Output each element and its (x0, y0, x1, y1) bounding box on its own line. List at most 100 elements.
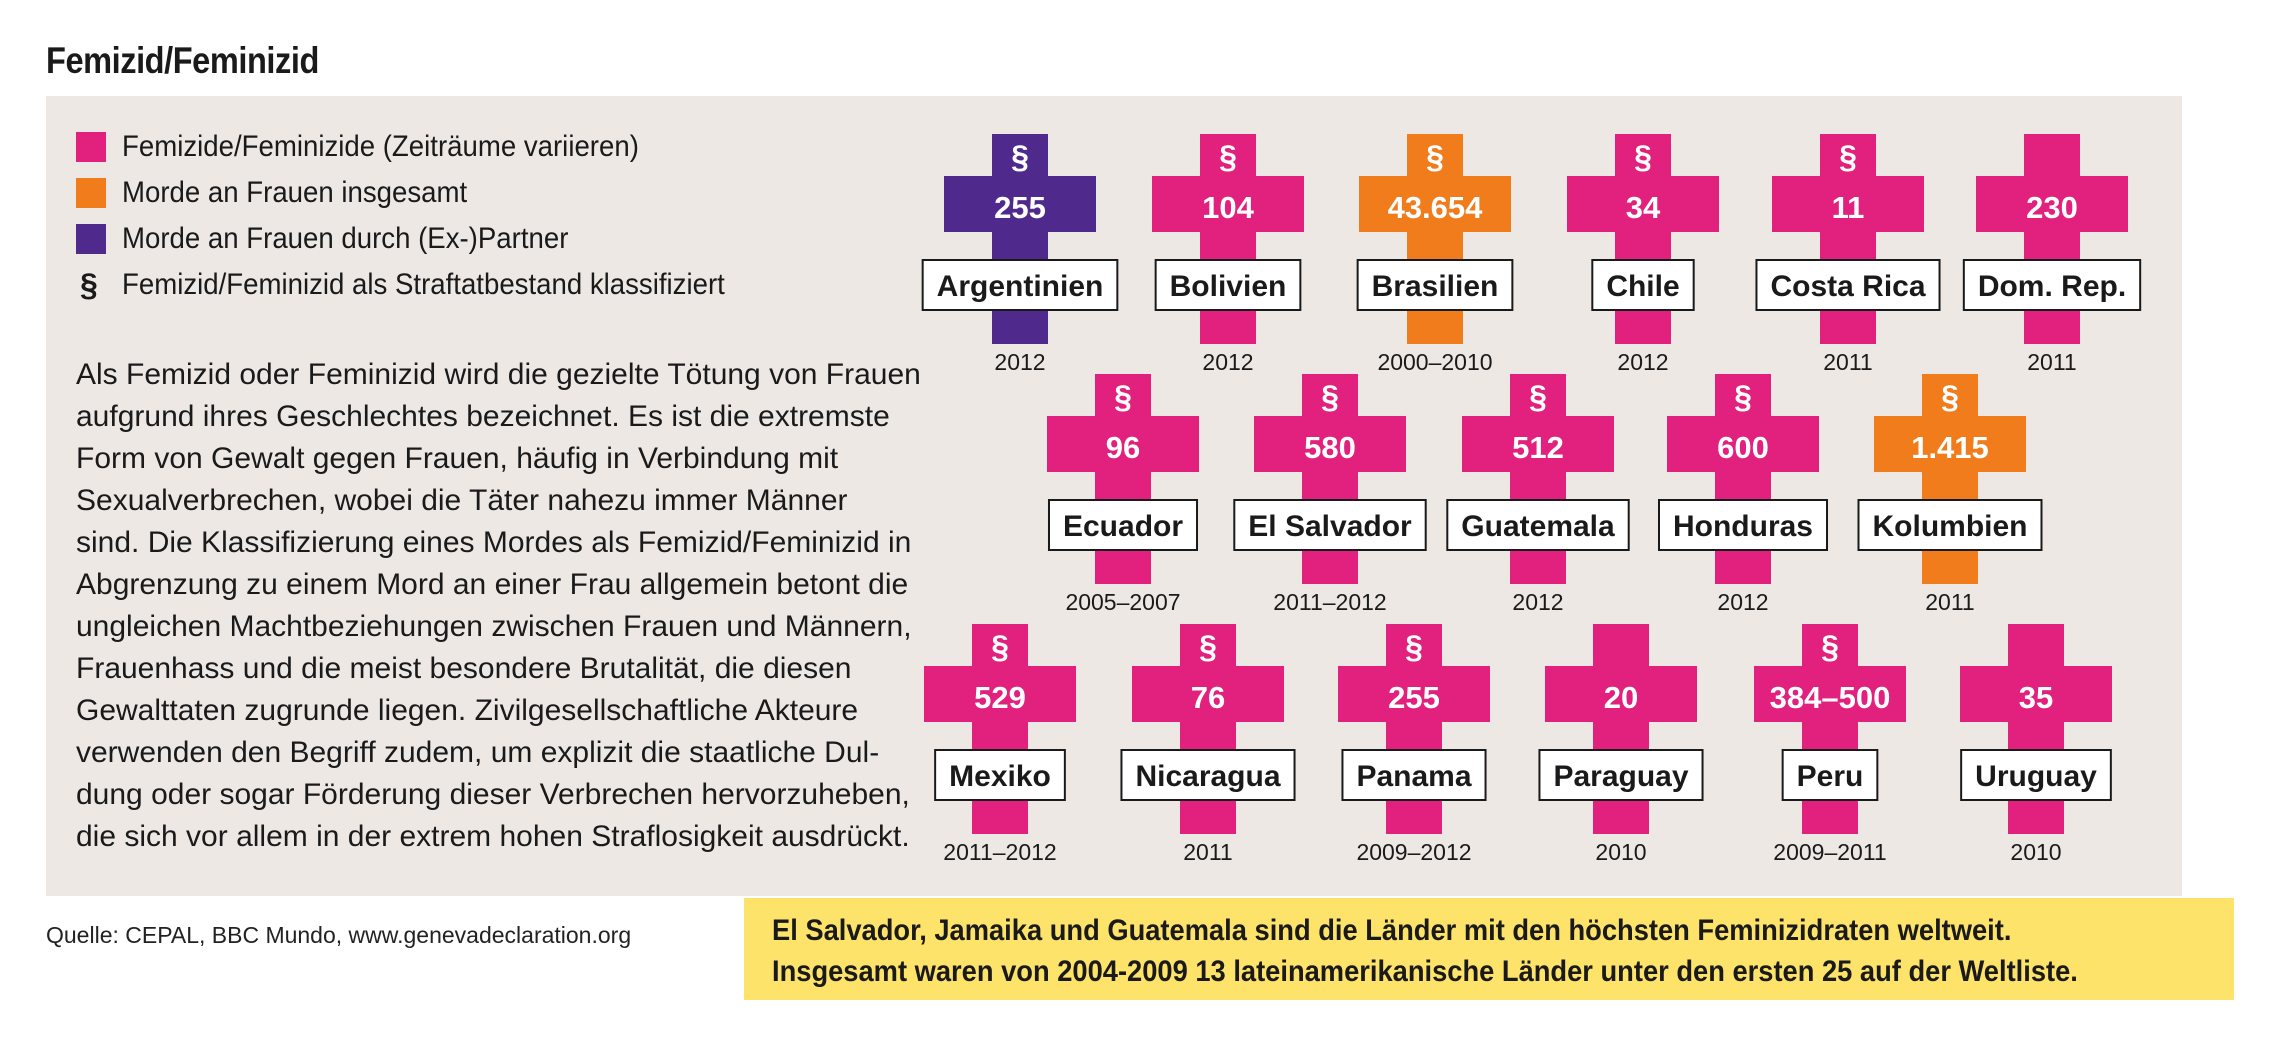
callout-line: Insgesamt waren von 2004-2009 13 lateina… (772, 955, 2078, 988)
country-cross: 35 Uruguay 2010 (1960, 624, 2112, 865)
cross-horizontal-bar (1976, 176, 2128, 232)
country-name: El Salvador (1248, 510, 1412, 543)
country-name: Uruguay (1975, 760, 2097, 793)
country-cross: § 600 Honduras 2012 (1657, 374, 1829, 615)
description-line: dung oder sogar Förderung dieser Verbrec… (76, 778, 910, 811)
period-label: 2000–2010 (1377, 349, 1492, 375)
paragraph-icon: § (1219, 139, 1237, 175)
paragraph-icon: § (1426, 139, 1444, 175)
paragraph-icon: § (1634, 139, 1652, 175)
paragraph-icon: § (1405, 629, 1423, 665)
country-cross: § 34 Chile 2012 (1567, 134, 1719, 375)
country-name-box (1446, 499, 1630, 551)
value-label: 255 (1388, 680, 1440, 715)
callout-line: El Salvador, Jamaika und Guatemala sind … (772, 914, 2012, 947)
country-cross: § 104 Bolivien 2012 (1152, 134, 1304, 375)
period-label: 2012 (994, 349, 1045, 375)
description-line: verwenden den Begriff zudem, um explizit… (76, 736, 880, 769)
period-label: 2011 (1925, 589, 1974, 615)
country-name: Nicaragua (1135, 760, 1280, 793)
country-name-box (921, 259, 1119, 311)
value-label: 580 (1304, 430, 1356, 465)
value-label: 35 (2019, 680, 2053, 715)
cross-horizontal-bar (1567, 176, 1719, 232)
source-note: Quelle: CEPAL, BBC Mundo, www.genevadecl… (46, 922, 632, 948)
country-name-box (1047, 499, 1199, 551)
description-line: Form von Gewalt gegen Frauen, häufig in … (76, 442, 839, 475)
country-name-box (1120, 749, 1296, 801)
country-name: Peru (1797, 760, 1864, 793)
cross-horizontal-bar (1047, 416, 1199, 472)
value-label: 76 (1191, 680, 1225, 715)
country-cross: § 512 Guatemala 2012 (1446, 374, 1630, 615)
value-label: 384–500 (1770, 680, 1891, 715)
cross-horizontal-bar (1359, 176, 1511, 232)
legend-label: Femizide/Feminizide (Zeiträume variieren… (122, 130, 639, 163)
period-label: 2010 (1595, 839, 1646, 865)
paragraph-icon: § (80, 267, 98, 303)
cross-horizontal-bar (1254, 416, 1406, 472)
country-cross: § 76 Nicaragua 2011 (1120, 624, 1296, 865)
cross-horizontal-bar (924, 666, 1076, 722)
country-cross: § 1.415 Kolumbien 2011 (1857, 374, 2043, 615)
cross-vertical-bar (2024, 134, 2080, 344)
period-label: 2011 (2027, 349, 2076, 375)
period-label: 2012 (1202, 349, 1253, 375)
description-line: ungleichen Machtbeziehungen zwischen Fra… (76, 610, 912, 643)
legend-label: Morde an Frauen insgesamt (122, 176, 468, 209)
cross-horizontal-bar (1152, 176, 1304, 232)
period-label: 2010 (2010, 839, 2061, 865)
value-label: 529 (974, 680, 1026, 715)
country-name: Chile (1606, 270, 1679, 303)
country-cross: § 43.654 Brasilien 2000–2010 (1356, 134, 1514, 375)
value-label: 512 (1512, 430, 1564, 465)
country-cross: § 580 El Salvador 2011–2012 (1233, 374, 1427, 615)
period-label: 2009–2012 (1356, 839, 1471, 865)
country-name-box (1154, 259, 1302, 311)
period-label: 2011–2012 (943, 839, 1056, 865)
paragraph-icon: § (1734, 379, 1752, 415)
legend-label: Morde an Frauen durch (Ex-)Partner (122, 222, 569, 255)
country-name: Paraguay (1553, 760, 1688, 793)
value-label: 1.415 (1911, 430, 1989, 465)
description-line: Gewalttaten zugrunde liegen. Zivilgesell… (76, 694, 859, 727)
value-label: 230 (2026, 190, 2078, 225)
paragraph-icon: § (1941, 379, 1959, 415)
legend-swatch-gesamt (76, 178, 106, 208)
country-name-box (1960, 749, 2112, 801)
cross-horizontal-bar (1754, 666, 1906, 722)
country-name: Bolivien (1170, 270, 1287, 303)
legend-label: Femizid/Feminizid als Straftatbestand kl… (122, 268, 725, 301)
paragraph-icon: § (1529, 379, 1547, 415)
description-line: die sich vor allem in der extrem hohen S… (76, 820, 910, 853)
paragraph-icon: § (1011, 139, 1029, 175)
value-label: 96 (1106, 430, 1140, 465)
value-label: 104 (1202, 190, 1254, 225)
period-label: 2009–2011 (1773, 839, 1886, 865)
country-name: Ecuador (1063, 510, 1183, 543)
period-label: 2012 (1717, 589, 1768, 615)
country-name-box (1755, 259, 1941, 311)
period-label: 2005–2007 (1065, 589, 1180, 615)
country-cross: 230 Dom. Rep. 2011 (1962, 134, 2142, 375)
cross-horizontal-bar (1874, 416, 2026, 472)
country-name: Dom. Rep. (1978, 270, 2126, 303)
country-name-box (1538, 749, 1704, 801)
paragraph-icon: § (1321, 379, 1339, 415)
country-name-box (1341, 749, 1487, 801)
country-name: Brasilien (1372, 270, 1499, 303)
country-name-box (1962, 259, 2142, 311)
cross-horizontal-bar (1132, 666, 1284, 722)
value-label: 11 (1832, 190, 1865, 225)
cross-vertical-bar (1593, 624, 1649, 834)
description-line: sind. Die Klassifizierung eines Mordes a… (76, 526, 912, 559)
value-label: 20 (1604, 680, 1638, 715)
cross-horizontal-bar (1667, 416, 1819, 472)
callout-box: El Salvador, Jamaika und Guatemala sind … (744, 898, 2234, 1000)
country-name: Argentinien (937, 270, 1104, 303)
description-line: aufgrund ihres Geschlechtes bezeichnet. … (76, 400, 890, 433)
value-label: 43.654 (1388, 190, 1484, 225)
cross-horizontal-bar (1462, 416, 1614, 472)
cross-horizontal-bar (1545, 666, 1697, 722)
